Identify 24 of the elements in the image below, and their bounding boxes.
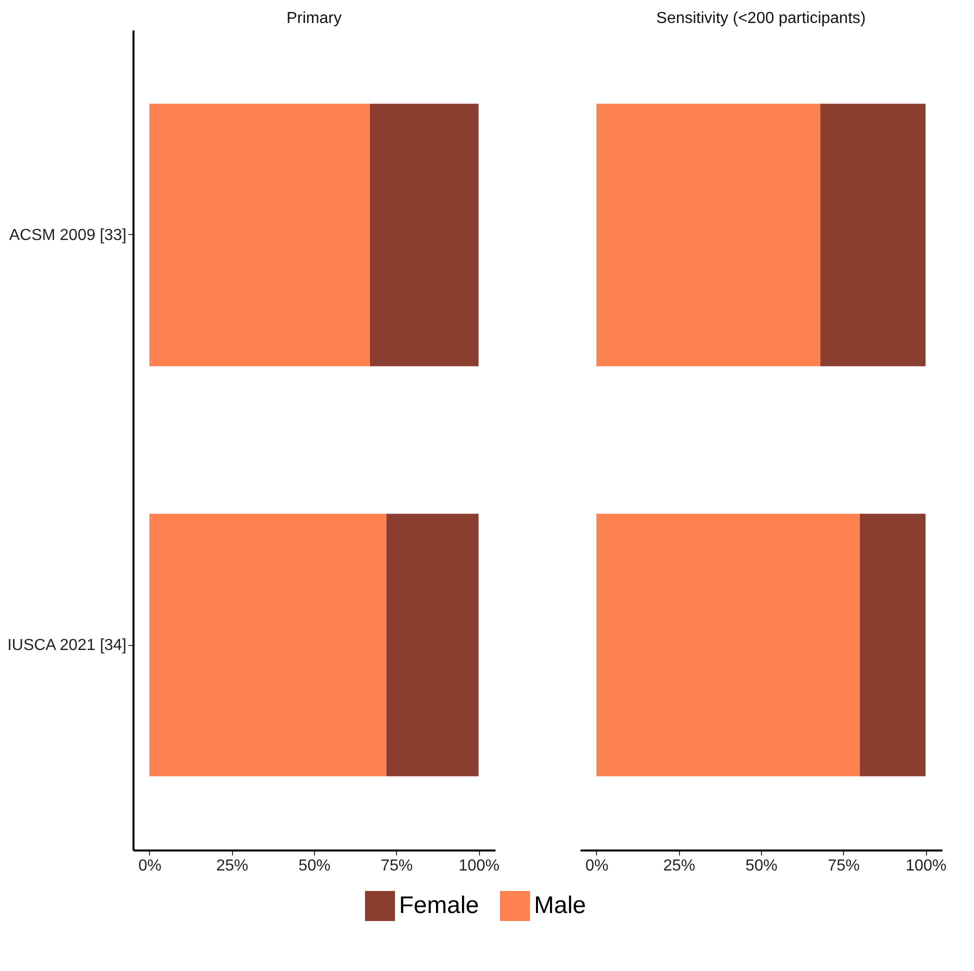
- bar: [370, 104, 479, 366]
- x-tick-label: 100%: [906, 858, 947, 874]
- bar: [149, 514, 386, 776]
- x-tick-label: 0%: [138, 858, 162, 874]
- bar: [596, 104, 820, 366]
- x-tick-label: 25%: [663, 858, 696, 874]
- x-tick-label: 25%: [216, 858, 248, 874]
- bar: [820, 104, 926, 366]
- x-tick-label: 75%: [828, 858, 860, 874]
- x-tick-label: 0%: [585, 858, 609, 874]
- chart-title: Primary: [286, 10, 342, 27]
- bar: [149, 104, 370, 366]
- y-tick-label: ACSM 2009 [33]: [9, 227, 126, 244]
- y-tick-label: IUSCA 2021 [34]: [7, 637, 126, 654]
- x-tick-label: 75%: [380, 858, 413, 874]
- bar: [596, 514, 860, 776]
- legend-label: Male: [534, 892, 586, 919]
- chart-title: Sensitivity (<200 participants): [656, 10, 866, 27]
- legend-label: Female: [399, 892, 480, 919]
- bar: [386, 514, 479, 776]
- x-tick-label: 100%: [458, 858, 500, 874]
- bar: [860, 514, 926, 776]
- x-tick-label: 50%: [745, 858, 778, 874]
- x-tick-label: 50%: [298, 858, 331, 874]
